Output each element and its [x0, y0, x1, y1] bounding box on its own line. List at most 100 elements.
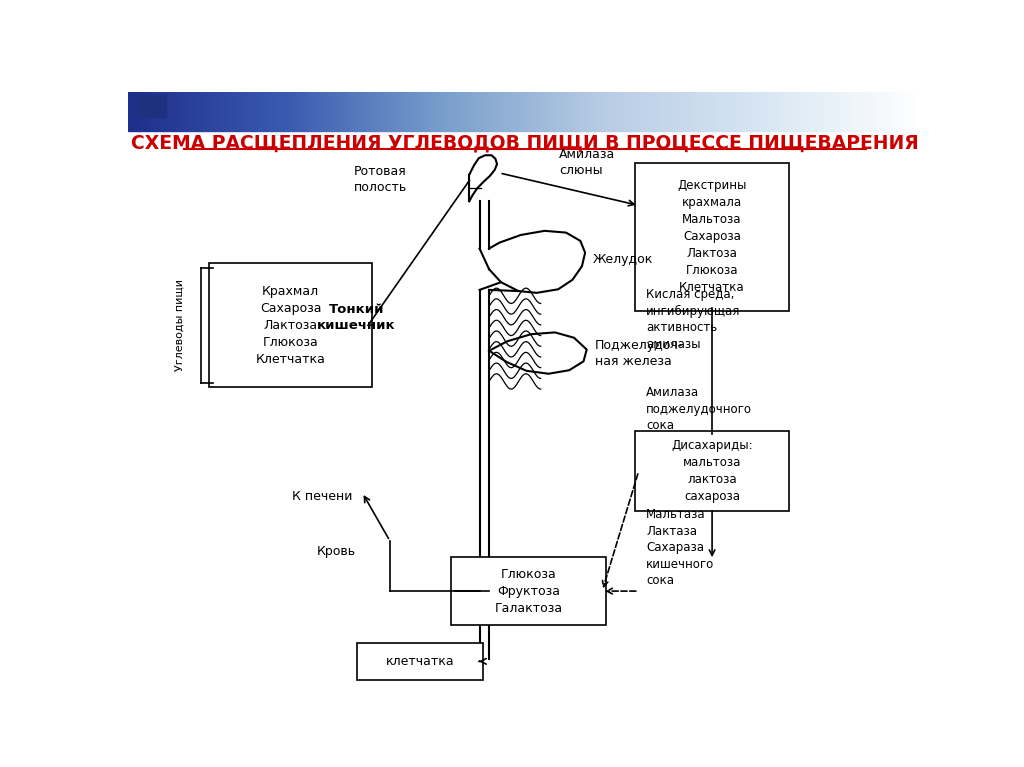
Bar: [432, 92, 435, 131]
Bar: [472, 92, 474, 131]
Bar: [562, 92, 564, 131]
Bar: [773, 92, 776, 131]
Text: клетчатка: клетчатка: [386, 655, 455, 668]
Bar: [771, 92, 773, 131]
Bar: [250, 92, 252, 131]
Bar: [451, 92, 454, 131]
Bar: [567, 92, 569, 131]
Bar: [795, 92, 798, 131]
Bar: [303, 92, 305, 131]
Bar: [873, 92, 877, 131]
Bar: [781, 92, 784, 131]
Bar: [459, 92, 461, 131]
Bar: [599, 92, 601, 131]
Bar: [676, 92, 678, 131]
Bar: [490, 92, 494, 131]
Bar: [663, 92, 665, 131]
Bar: [790, 92, 792, 131]
Bar: [178, 92, 181, 131]
Bar: [284, 92, 287, 131]
Bar: [890, 92, 893, 131]
Bar: [364, 92, 367, 131]
Text: Тонкий
кишечник: Тонкий кишечник: [317, 303, 396, 332]
Bar: [509, 92, 512, 131]
Bar: [736, 92, 739, 131]
Bar: [919, 92, 922, 131]
Text: Кровь: Кровь: [316, 545, 355, 558]
Bar: [908, 92, 911, 131]
Bar: [569, 92, 572, 131]
Bar: [911, 92, 913, 131]
Bar: [527, 92, 530, 131]
Bar: [258, 92, 260, 131]
Bar: [831, 92, 835, 131]
Bar: [504, 92, 506, 131]
Bar: [586, 92, 588, 131]
Bar: [845, 92, 848, 131]
Bar: [176, 92, 178, 131]
Bar: [440, 92, 442, 131]
Bar: [449, 92, 451, 131]
Bar: [631, 92, 633, 131]
Bar: [903, 92, 905, 131]
Bar: [128, 92, 131, 131]
Bar: [800, 92, 803, 131]
Bar: [835, 92, 837, 131]
Bar: [768, 92, 771, 131]
Bar: [157, 92, 160, 131]
Bar: [186, 92, 188, 131]
Bar: [816, 92, 818, 131]
Bar: [715, 92, 718, 131]
Bar: [168, 92, 170, 131]
Bar: [811, 92, 813, 131]
Bar: [424, 92, 427, 131]
Bar: [191, 92, 195, 131]
Bar: [358, 92, 360, 131]
Bar: [750, 92, 753, 131]
Bar: [487, 92, 490, 131]
Bar: [885, 92, 887, 131]
Bar: [514, 92, 517, 131]
Bar: [268, 92, 270, 131]
Bar: [231, 92, 233, 131]
Bar: [798, 92, 800, 131]
Bar: [786, 92, 790, 131]
Bar: [313, 92, 315, 131]
Bar: [623, 92, 626, 131]
Bar: [218, 92, 220, 131]
Text: СХЕМА РАСЩЕПЛЕНИЯ УГЛЕВОДОВ ПИЩИ В ПРОЦЕССЕ ПИЩЕВАРЕНИЯ: СХЕМА РАСЩЕПЛЕНИЯ УГЛЕВОДОВ ПИЩИ В ПРОЦЕ…: [131, 134, 919, 153]
Bar: [202, 92, 205, 131]
Bar: [427, 92, 430, 131]
Bar: [390, 92, 392, 131]
Bar: [702, 92, 705, 131]
Bar: [557, 92, 559, 131]
Bar: [290, 92, 292, 131]
Bar: [350, 92, 353, 131]
Bar: [708, 92, 710, 131]
Bar: [826, 92, 829, 131]
Bar: [200, 92, 202, 131]
Bar: [403, 92, 406, 131]
Bar: [395, 92, 397, 131]
Bar: [583, 92, 586, 131]
Bar: [411, 92, 414, 131]
Bar: [657, 92, 659, 131]
Bar: [143, 92, 146, 131]
Bar: [334, 92, 337, 131]
Bar: [360, 92, 364, 131]
Bar: [522, 92, 525, 131]
Text: К печени: К печени: [292, 490, 352, 503]
Bar: [146, 92, 150, 131]
Bar: [633, 92, 636, 131]
Bar: [829, 92, 831, 131]
Text: Углеводы пищи: Углеводы пищи: [174, 279, 184, 371]
Bar: [494, 92, 496, 131]
Bar: [512, 92, 514, 131]
Bar: [310, 92, 313, 131]
Bar: [760, 92, 763, 131]
FancyBboxPatch shape: [357, 643, 482, 680]
Bar: [220, 92, 223, 131]
Bar: [369, 92, 372, 131]
Bar: [744, 92, 748, 131]
Text: Ротовая
полость: Ротовая полость: [353, 165, 407, 194]
